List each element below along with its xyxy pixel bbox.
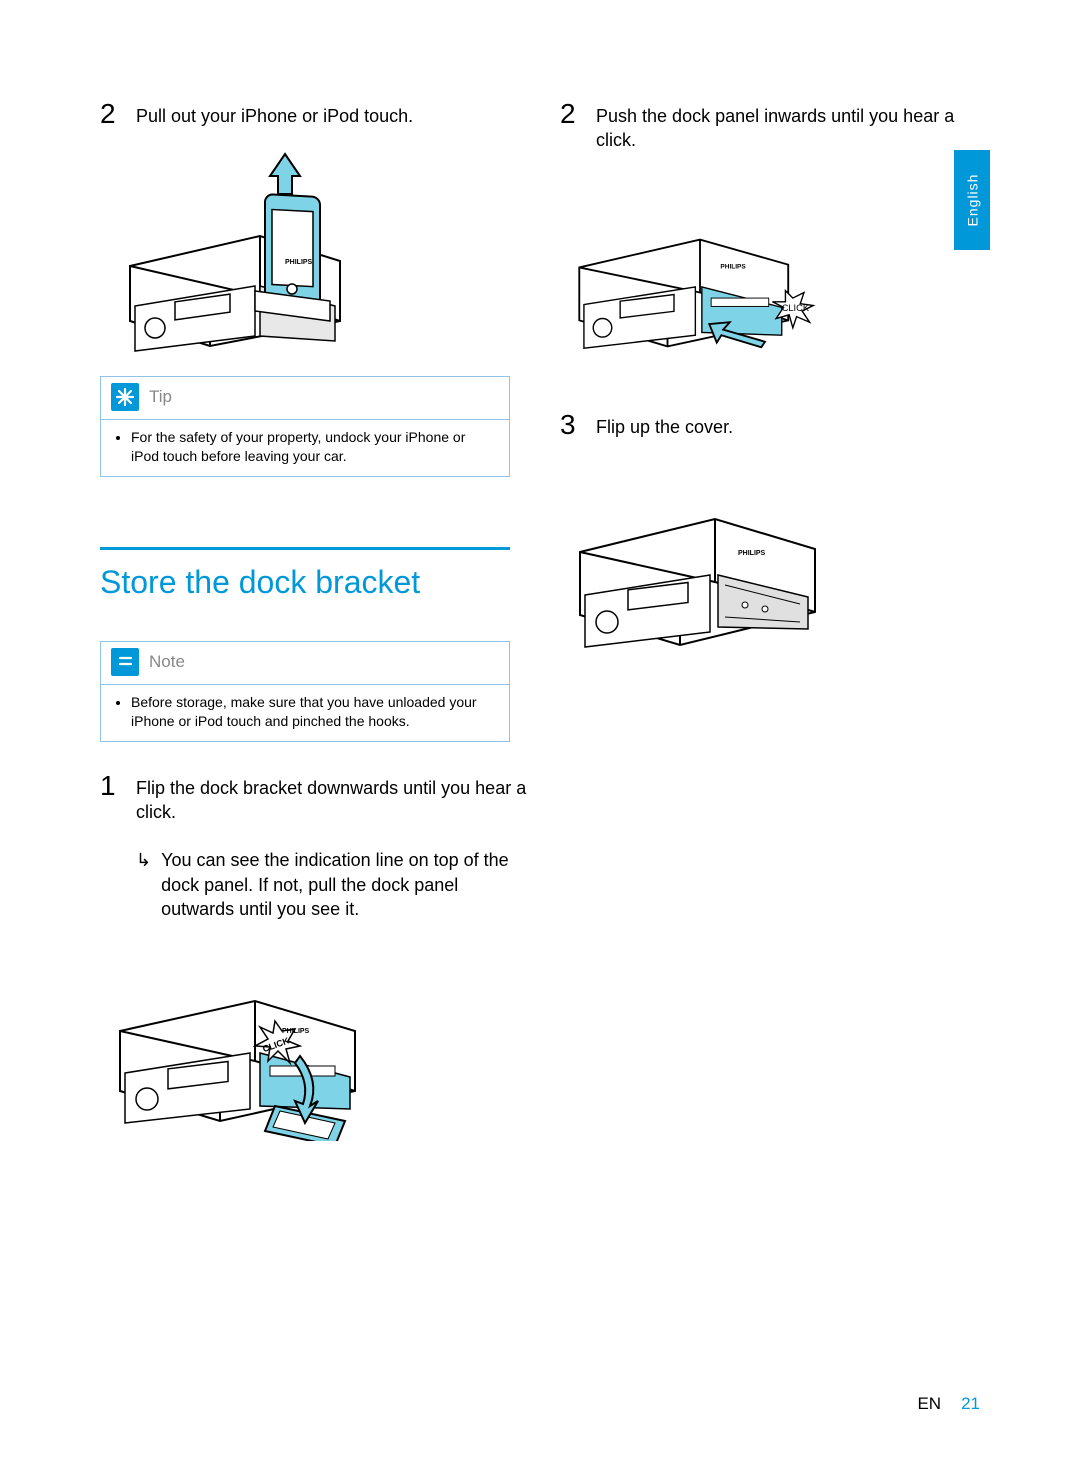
sub-arrow-icon: ↳	[136, 848, 151, 921]
step-text: Flip the dock bracket downwards until yo…	[136, 772, 530, 825]
step-text: Push the dock panel inwards until you he…	[596, 100, 990, 153]
step-3-right: 3 Flip up the cover.	[560, 411, 990, 439]
diagram-pull-iphone: PHILIPS	[110, 146, 370, 356]
page-footer: EN 21	[917, 1394, 980, 1414]
step-2-right: 2 Push the dock panel inwards until you …	[560, 100, 990, 153]
step-text: Pull out your iPhone or iPod touch.	[136, 100, 413, 128]
step-2-left: 2 Pull out your iPhone or iPod touch.	[100, 100, 530, 128]
left-column: 2 Pull out your iPhone or iPod touch.	[100, 100, 530, 1171]
diagram-flip-bracket: CLICK PHILIPS	[110, 951, 370, 1141]
tip-header: Tip	[101, 377, 509, 419]
language-tab-label: English	[964, 174, 980, 227]
note-body-text: Before storage, make sure that you have …	[131, 693, 495, 731]
step-text: Flip up the cover.	[596, 411, 733, 439]
asterisk-icon	[111, 383, 139, 411]
tip-title: Tip	[149, 387, 172, 407]
step-number: 1	[100, 772, 122, 825]
section-rule	[100, 547, 510, 550]
svg-text:PHILIPS: PHILIPS	[738, 550, 766, 557]
tip-callout: Tip For the safety of your property, und…	[100, 376, 510, 477]
language-tab: English	[954, 150, 990, 250]
step-number: 3	[560, 411, 582, 439]
page-content: 2 Pull out your iPhone or iPod touch.	[0, 0, 1080, 1231]
sub-step: ↳ You can see the indication line on top…	[136, 848, 530, 921]
note-title: Note	[149, 652, 185, 672]
tip-body-text: For the safety of your property, undock …	[131, 428, 495, 466]
svg-text:PHILIPS: PHILIPS	[720, 263, 746, 270]
svg-text:PHILIPS: PHILIPS	[285, 259, 313, 266]
footer-page-number: 21	[961, 1394, 980, 1414]
note-body: Before storage, make sure that you have …	[101, 684, 509, 741]
note-icon	[111, 648, 139, 676]
diagram-cover-closed: PHILIPS	[570, 477, 830, 667]
note-callout: Note Before storage, make sure that you …	[100, 641, 510, 742]
svg-text:PHILIPS: PHILIPS	[282, 1028, 310, 1035]
step-number: 2	[560, 100, 582, 153]
sub-step-text: You can see the indication line on top o…	[161, 848, 530, 921]
step-1-left: 1 Flip the dock bracket downwards until …	[100, 772, 530, 825]
svg-text:CLICK: CLICK	[782, 303, 810, 313]
footer-lang: EN	[917, 1394, 941, 1414]
right-column: 2 Push the dock panel inwards until you …	[560, 100, 990, 1171]
diagram-push-panel: CLICK PHILIPS	[570, 191, 830, 381]
tip-body: For the safety of your property, undock …	[101, 419, 509, 476]
section-title: Store the dock bracket	[100, 564, 530, 601]
step-number: 2	[100, 100, 122, 128]
note-header: Note	[101, 642, 509, 684]
